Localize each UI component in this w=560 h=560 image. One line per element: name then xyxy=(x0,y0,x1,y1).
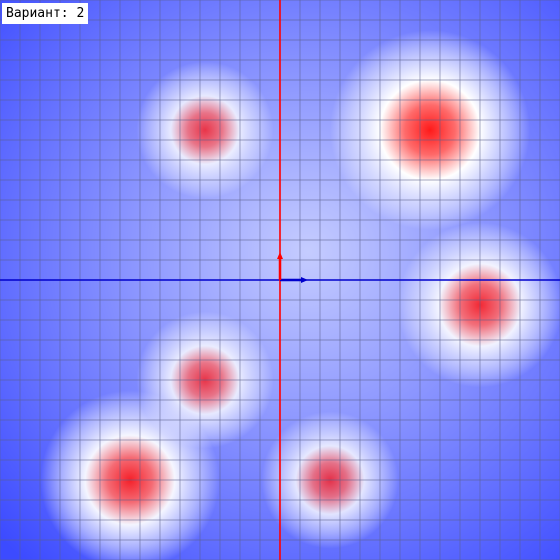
unit-vectors xyxy=(277,252,308,283)
hotspot-3 xyxy=(397,222,560,388)
hotspot-2 xyxy=(136,61,274,199)
x-unit-arrowhead xyxy=(301,277,308,283)
y-unit-arrowhead xyxy=(277,252,283,259)
variant-label: Вариант: 2 xyxy=(2,3,89,24)
hotspot-5 xyxy=(40,390,220,560)
